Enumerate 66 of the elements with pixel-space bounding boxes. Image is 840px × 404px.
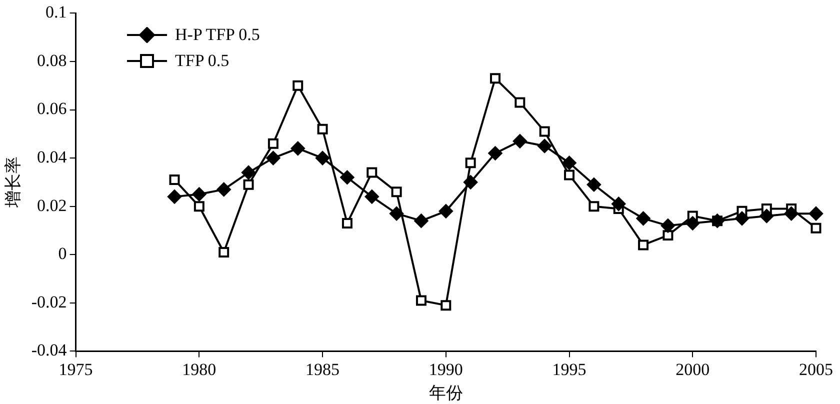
point: [784, 206, 798, 221]
point: [809, 206, 823, 221]
y-tick-label: -0.02: [31, 292, 67, 312]
y-axis-title: 增长率: [4, 156, 23, 209]
point: [364, 190, 379, 204]
point: [440, 300, 452, 311]
point: [490, 73, 500, 84]
point: [366, 167, 378, 178]
x-tick-label: 1980: [182, 360, 216, 379]
point: [194, 201, 204, 212]
point: [662, 230, 674, 241]
point: [810, 222, 822, 234]
point: [292, 80, 304, 91]
point: [612, 196, 626, 211]
y-tick-label: 0.04: [37, 148, 68, 167]
x-tick-label: 1995: [552, 360, 586, 379]
point: [243, 179, 254, 190]
point: [391, 186, 402, 198]
y-tick-label: 0.02: [37, 196, 67, 215]
point: [168, 190, 182, 204]
y-tick-label: -0.04: [31, 340, 68, 360]
point: [192, 187, 206, 202]
point: [268, 138, 278, 149]
x-tick-label: 2000: [676, 360, 710, 379]
point: [638, 240, 649, 250]
x-axis-title: 年份: [428, 383, 463, 402]
point: [416, 295, 426, 306]
point: [342, 218, 352, 228]
point: [242, 166, 256, 180]
y-tick-label: 0.06: [37, 99, 67, 118]
x-tick-label: 2005: [799, 360, 833, 379]
point: [488, 146, 502, 160]
point: [660, 218, 675, 233]
x-tick-label: 1975: [58, 360, 93, 379]
point: [464, 175, 478, 190]
point: [539, 126, 550, 137]
point: [734, 211, 749, 226]
point: [465, 158, 476, 168]
point: [686, 216, 700, 230]
point: [218, 246, 230, 258]
point: [266, 151, 280, 166]
y-tick-label: 0.08: [37, 50, 67, 70]
legend-label: TFP 0.5: [175, 50, 230, 72]
point: [586, 178, 601, 192]
point: [514, 97, 526, 108]
point: [564, 170, 575, 180]
point: [216, 182, 231, 196]
x-tick-label: 1990: [428, 360, 463, 379]
y-tick-label: 0: [58, 244, 67, 264]
point: [390, 206, 404, 221]
point: [414, 214, 428, 228]
point: [340, 170, 354, 184]
x-tick-label: 1985: [306, 360, 340, 379]
point: [290, 141, 305, 156]
point: [538, 138, 552, 153]
point: [317, 124, 328, 134]
point: [512, 134, 527, 148]
point: [760, 209, 774, 223]
point: [636, 211, 650, 226]
point: [169, 174, 180, 186]
point: [316, 151, 330, 166]
y-tick-label: 0.1: [46, 2, 67, 22]
legend-label: H-P TFP 0.5: [175, 24, 260, 46]
point: [438, 204, 453, 218]
point: [588, 201, 600, 212]
point: [562, 156, 576, 170]
